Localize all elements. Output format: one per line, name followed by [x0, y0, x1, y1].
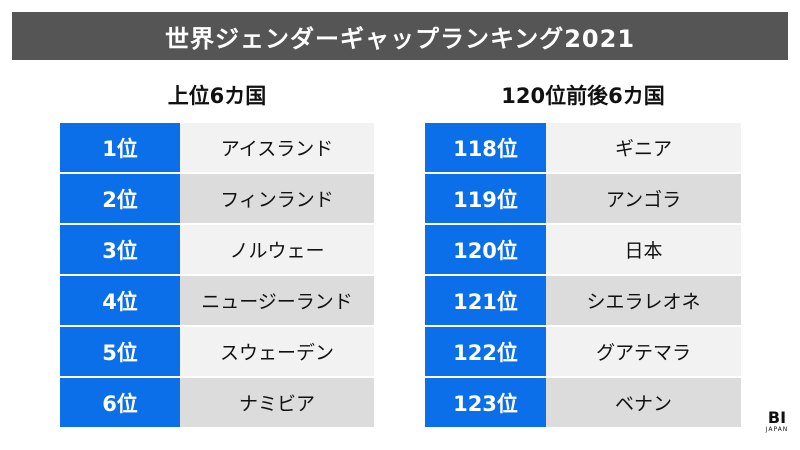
rank-cell: 120位	[425, 225, 546, 274]
left-heading: 上位6カ国	[167, 84, 267, 108]
country-cell: グアテマラ	[546, 327, 741, 376]
table-row: 118位 ギニア	[425, 123, 741, 172]
table-row: 6位 ナミビア	[60, 378, 374, 427]
country-cell: 日本	[546, 225, 741, 274]
rank-cell: 6位	[60, 378, 180, 427]
country-cell: アイスランド	[180, 123, 374, 172]
page-title: 世界ジェンダーギャップランキング2021	[164, 24, 636, 53]
logo-sub-text: JAPAN	[765, 426, 789, 433]
table-row: 120位 日本	[425, 225, 741, 274]
rank-cell: 2位	[60, 174, 180, 223]
rank-cell: 123位	[425, 378, 546, 427]
rank-cell: 5位	[60, 327, 180, 376]
country-cell: シエラレオネ	[546, 276, 741, 325]
top-ranking-table: 1位 アイスランド 2位 フィンランド 3位 ノルウェー 4位 ニュージーランド…	[60, 123, 374, 429]
around-120-ranking-table: 118位 ギニア 119位 アンゴラ 120位 日本 121位 シエラレオネ 1…	[425, 123, 741, 429]
country-cell: アンゴラ	[546, 174, 741, 223]
table-row: 4位 ニュージーランド	[60, 276, 374, 325]
rank-cell: 1位	[60, 123, 180, 172]
table-row: 3位 ノルウェー	[60, 225, 374, 274]
table-row: 1位 アイスランド	[60, 123, 374, 172]
table-row: 2位 フィンランド	[60, 174, 374, 223]
country-cell: スウェーデン	[180, 327, 374, 376]
rank-cell: 118位	[425, 123, 546, 172]
table-row: 123位 ベナン	[425, 378, 741, 427]
right-heading: 120位前後6カ国	[501, 84, 665, 108]
rank-cell: 119位	[425, 174, 546, 223]
bi-japan-logo: BI JAPAN	[760, 410, 794, 434]
rank-cell: 3位	[60, 225, 180, 274]
title-bar: 世界ジェンダーギャップランキング2021	[12, 12, 788, 60]
country-cell: ナミビア	[180, 378, 374, 427]
table-row: 5位 スウェーデン	[60, 327, 374, 376]
country-cell: ニュージーランド	[180, 276, 374, 325]
country-cell: ベナン	[546, 378, 741, 427]
rank-cell: 4位	[60, 276, 180, 325]
country-cell: フィンランド	[180, 174, 374, 223]
rank-cell: 122位	[425, 327, 546, 376]
table-row: 119位 アンゴラ	[425, 174, 741, 223]
table-row: 122位 グアテマラ	[425, 327, 741, 376]
rank-cell: 121位	[425, 276, 546, 325]
country-cell: ギニア	[546, 123, 741, 172]
country-cell: ノルウェー	[180, 225, 374, 274]
logo-main-text: BI	[767, 408, 787, 427]
table-row: 121位 シエラレオネ	[425, 276, 741, 325]
